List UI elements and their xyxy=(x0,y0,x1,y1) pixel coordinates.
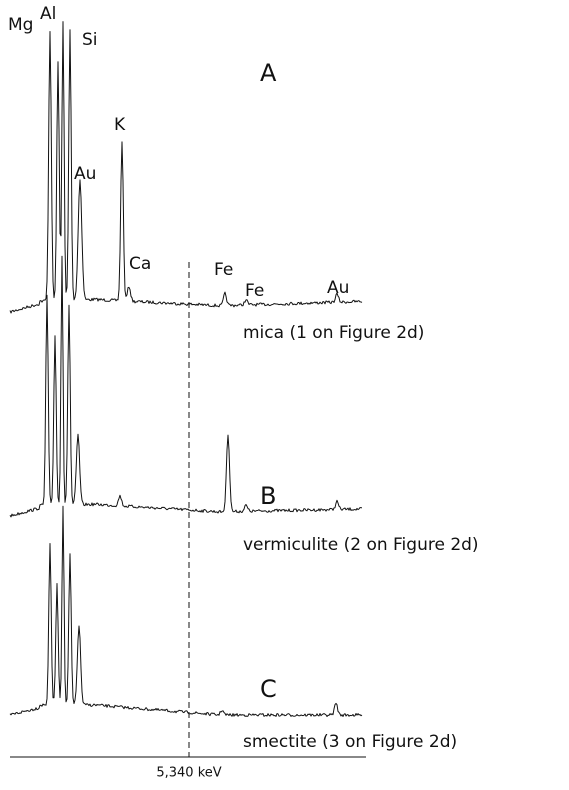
peak-label: Fe xyxy=(245,281,264,301)
peak-label: Au xyxy=(74,164,96,184)
peak-label: Al xyxy=(40,4,56,24)
peak-label: Si xyxy=(82,30,98,50)
spectrum xyxy=(9,21,363,314)
peak-label: Fe xyxy=(214,260,233,280)
panel-letter: A xyxy=(260,59,277,87)
panel-caption: mica (1 on Figure 2d) xyxy=(243,323,424,343)
spectrum xyxy=(9,255,363,518)
peak-label: Ca xyxy=(129,254,151,274)
spectrum xyxy=(9,505,363,717)
marker-label: 5,340 keV xyxy=(156,766,221,781)
peak-label: Au xyxy=(327,278,349,298)
peak-label: Mg xyxy=(8,15,33,35)
peak-label: K xyxy=(114,115,126,135)
panel-caption: smectite (3 on Figure 2d) xyxy=(243,732,457,752)
panel-letter: C xyxy=(260,675,277,703)
panel-letter: B xyxy=(260,482,276,510)
panel-caption: vermiculite (2 on Figure 2d) xyxy=(243,535,479,555)
